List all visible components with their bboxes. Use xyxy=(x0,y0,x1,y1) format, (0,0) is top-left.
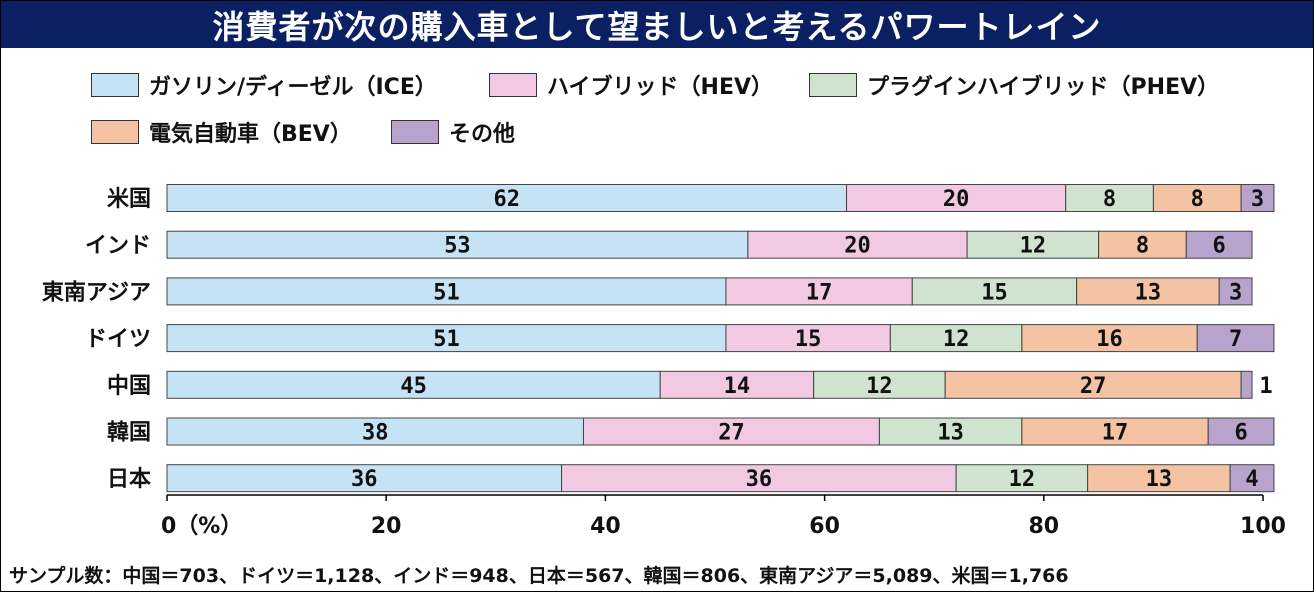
category-label: 米国 xyxy=(107,187,151,212)
bar-segment xyxy=(1207,417,1275,446)
bar-segment xyxy=(166,370,661,399)
legend-label-ice: ガソリン/ディーゼル（ICE） xyxy=(149,75,437,100)
data-label: 45 xyxy=(400,374,427,399)
bar-segment xyxy=(725,277,913,306)
bar-segment xyxy=(1098,230,1187,259)
category-label: 中国 xyxy=(107,374,151,399)
data-label: 3 xyxy=(1251,187,1264,212)
data-label: 14 xyxy=(724,374,751,399)
bar-segment xyxy=(1087,464,1231,493)
legend-item-bev: 電気自動車（BEV） xyxy=(91,116,352,148)
data-label: 8 xyxy=(1103,187,1116,212)
bar-segment xyxy=(166,464,563,493)
data-label: 17 xyxy=(1102,421,1129,446)
data-label: 6 xyxy=(1213,234,1226,259)
legend-item-hev: ハイブリッド（HEV） xyxy=(489,69,773,101)
data-label: 12 xyxy=(1020,234,1047,259)
data-label: 62 xyxy=(494,187,521,212)
data-label: 4 xyxy=(1245,467,1258,492)
data-label: 27 xyxy=(718,421,745,446)
bar-segment xyxy=(1185,230,1253,259)
data-label: 20 xyxy=(844,234,871,259)
legend-item-phev: プラグインハイブリッド（PHEV） xyxy=(809,69,1219,101)
bar-segment xyxy=(166,324,727,353)
data-label: 8 xyxy=(1191,187,1204,212)
bar-segment xyxy=(166,184,848,212)
data-label: 8 xyxy=(1136,234,1149,259)
x-tick-label-20: 20 xyxy=(371,514,402,539)
data-label: 16 xyxy=(1096,327,1123,352)
legend-swatch-hev xyxy=(489,73,537,97)
bar-segment xyxy=(166,230,749,259)
sample-size-note: サンプル数：中国＝703、ドイツ＝1,128、インド＝948、日本＝567、韓国… xyxy=(9,565,1069,587)
data-label: 38 xyxy=(362,421,389,446)
category-label: ドイツ xyxy=(85,327,151,352)
bar-segment xyxy=(747,230,968,259)
legend-label-other: その他 xyxy=(449,122,516,147)
legend-swatch-other xyxy=(391,120,439,144)
x-tick-label-40: 40 xyxy=(590,514,621,539)
data-label: 13 xyxy=(1146,467,1173,492)
bar-segment xyxy=(659,370,815,399)
bar-segment xyxy=(911,277,1078,306)
chart-title: 消費者が次の購入車として望ましいと考えるパワートレイン xyxy=(1,1,1313,48)
data-label: 20 xyxy=(943,187,970,212)
data-label: 53 xyxy=(444,234,471,259)
bar-segment xyxy=(1240,184,1275,212)
data-label: 17 xyxy=(806,280,833,305)
legend-swatch-ice xyxy=(91,73,139,97)
category-label: 東南アジア xyxy=(42,280,151,305)
data-label: 12 xyxy=(866,374,893,399)
legend-item-other: その他 xyxy=(391,116,515,148)
bar-segment xyxy=(166,417,584,446)
x-tick-label-0: 0（%） xyxy=(161,514,242,539)
legend-swatch-phev xyxy=(809,73,857,97)
legend-item-ice: ガソリン/ディーゼル（ICE） xyxy=(91,69,437,101)
x-tick-label-100: 100 xyxy=(1240,514,1286,539)
data-label: 12 xyxy=(943,327,970,352)
data-label: 6 xyxy=(1234,421,1247,446)
legend-swatch-bev xyxy=(91,120,139,144)
legend-label-bev: 電気自動車（BEV） xyxy=(149,122,352,147)
bar-segment xyxy=(1229,464,1275,493)
data-label: 13 xyxy=(937,421,964,446)
bar-segment xyxy=(1065,184,1154,212)
bar-segment xyxy=(878,417,1023,446)
category-label: インド xyxy=(85,234,151,259)
data-label: 7 xyxy=(1229,327,1242,352)
legend-label-hev: ハイブリッド（HEV） xyxy=(547,75,774,100)
category-label: 日本 xyxy=(107,467,151,492)
bar-segment xyxy=(561,464,957,493)
bar-segment xyxy=(1021,417,1209,446)
bar-segment xyxy=(1218,277,1253,306)
bar-segment xyxy=(166,277,727,306)
bar-segment xyxy=(944,370,1242,399)
data-label: 1 xyxy=(1259,374,1272,399)
category-label: 韓国 xyxy=(107,420,151,446)
data-label: 15 xyxy=(795,327,822,352)
data-label: 12 xyxy=(1009,467,1036,492)
bar-segment xyxy=(1021,324,1198,353)
data-label: 36 xyxy=(746,467,773,492)
bar-segment xyxy=(1196,324,1275,353)
data-label: 27 xyxy=(1080,374,1107,399)
bar-segment xyxy=(1152,184,1242,212)
legend-label-phev: プラグインハイブリッド（PHEV） xyxy=(867,75,1220,100)
data-label: 3 xyxy=(1229,280,1242,305)
data-label: 51 xyxy=(433,280,460,305)
bar-segment xyxy=(1240,370,1253,399)
data-label: 36 xyxy=(351,467,378,492)
data-label: 51 xyxy=(433,327,460,352)
data-label: 13 xyxy=(1135,280,1162,305)
x-tick-label-60: 60 xyxy=(809,514,840,539)
x-tick-label-80: 80 xyxy=(1028,514,1059,539)
data-label: 15 xyxy=(981,280,1008,305)
